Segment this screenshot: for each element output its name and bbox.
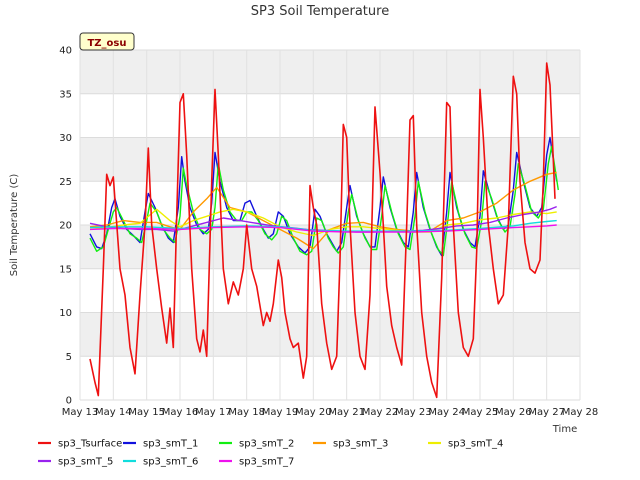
- series-line-sp3_smT_7: [89, 224, 557, 233]
- legend-item-sp3_smT_7: sp3_smT_7: [219, 457, 294, 468]
- x-tick-label: May 13: [62, 407, 99, 418]
- series-line-sp3_Tsurface: [89, 62, 556, 399]
- x-tick-label: May 19: [262, 407, 299, 418]
- y-axis-label: Soil Temperature (C): [9, 174, 20, 277]
- x-tick-label: May 24: [428, 407, 465, 418]
- plot-band: [80, 225, 580, 269]
- x-tick-label: May 17: [195, 407, 232, 418]
- gridlines: [79, 49, 581, 401]
- x-axis-label: Time: [552, 424, 577, 435]
- legend-item-sp3_Tsurface: sp3_Tsurface: [38, 439, 122, 450]
- legend-label: sp3_smT_4: [448, 439, 503, 450]
- annotation-text: TZ_osu: [87, 38, 126, 49]
- y-tick-label: 0: [66, 396, 72, 407]
- legend-item-sp3_smT_2: sp3_smT_2: [219, 439, 294, 450]
- legend-label: sp3_smT_5: [58, 457, 113, 468]
- y-tick-label: 35: [59, 89, 72, 100]
- y-tick-label: 25: [59, 177, 72, 188]
- y-tick-label: 30: [59, 133, 72, 144]
- series-line-sp3_smT_3: [89, 171, 557, 250]
- x-tick-label: May 18: [228, 407, 265, 418]
- legend-item-sp3_smT_1: sp3_smT_1: [123, 439, 198, 450]
- series-line-sp3_smT_4: [89, 208, 557, 237]
- legend-label: sp3_smT_6: [143, 457, 198, 468]
- legend-label: sp3_smT_7: [239, 457, 294, 468]
- legend-item-sp3_smT_6: sp3_smT_6: [123, 457, 198, 468]
- legend-item-sp3_smT_5: sp3_smT_5: [38, 457, 113, 468]
- legend-label: sp3_smT_3: [333, 439, 388, 450]
- series-line-sp3_smT_2: [89, 145, 559, 257]
- x-tick-label: May 15: [128, 407, 165, 418]
- x-tick-label: May 28: [562, 407, 599, 418]
- legend-label: sp3_Tsurface: [58, 439, 122, 450]
- x-tick-label: May 16: [162, 407, 199, 418]
- plot-band: [80, 312, 580, 357]
- plot-band: [80, 137, 580, 182]
- legend-label: sp3_smT_1: [143, 439, 198, 450]
- x-tick-label: May 21: [328, 407, 365, 418]
- chart-title: SP3 Soil Temperature: [251, 4, 389, 19]
- y-tick-label: 20: [59, 221, 72, 232]
- x-tick-label: May 23: [395, 407, 432, 418]
- legend-item-sp3_smT_4: sp3_smT_4: [428, 439, 503, 450]
- y-tick-label: 40: [59, 46, 72, 57]
- legend: sp3_Tsurface sp3_smT_1 sp3_smT_2 sp3_smT_3 s…: [38, 439, 503, 468]
- y-tick-label: 15: [59, 264, 72, 275]
- series-line-sp3_smT_6: [89, 219, 557, 232]
- plot-band: [80, 50, 580, 94]
- y-tick-label: 10: [59, 308, 72, 319]
- legend-item-sp3_smT_3: sp3_smT_3: [313, 439, 388, 450]
- legend-label: sp3_smT_2: [239, 439, 294, 450]
- annotation-box: TZ_osu: [79, 32, 135, 51]
- series-lines: [89, 62, 559, 399]
- x-tick-label: May 27: [528, 407, 565, 418]
- x-tick-label: May 14: [95, 407, 132, 418]
- x-tick-label: May 26: [495, 407, 532, 418]
- x-tick-label: May 25: [462, 407, 499, 418]
- annotation-rect: [79, 32, 135, 51]
- x-tick-label: May 22: [362, 407, 399, 418]
- y-tick-label: 5: [66, 352, 72, 363]
- x-tick-label: May 20: [295, 407, 332, 418]
